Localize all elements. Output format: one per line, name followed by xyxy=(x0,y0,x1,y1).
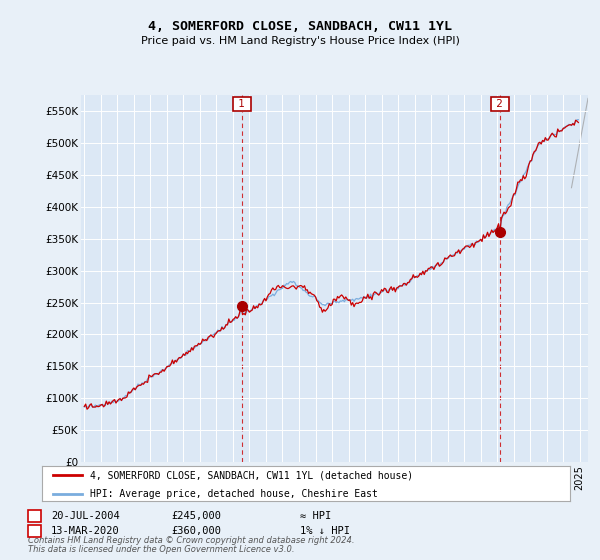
Text: 1: 1 xyxy=(235,99,248,109)
Text: Contains HM Land Registry data © Crown copyright and database right 2024.: Contains HM Land Registry data © Crown c… xyxy=(28,536,355,545)
Text: 13-MAR-2020: 13-MAR-2020 xyxy=(51,526,120,536)
Text: £360,000: £360,000 xyxy=(171,526,221,536)
Text: 4, SOMERFORD CLOSE, SANDBACH, CW11 1YL: 4, SOMERFORD CLOSE, SANDBACH, CW11 1YL xyxy=(148,20,452,32)
Text: £245,000: £245,000 xyxy=(171,511,221,521)
Text: 1: 1 xyxy=(31,511,38,521)
Text: This data is licensed under the Open Government Licence v3.0.: This data is licensed under the Open Gov… xyxy=(28,545,295,554)
Text: 4, SOMERFORD CLOSE, SANDBACH, CW11 1YL (detached house): 4, SOMERFORD CLOSE, SANDBACH, CW11 1YL (… xyxy=(89,470,413,480)
Text: 2: 2 xyxy=(493,99,506,109)
Text: ≈ HPI: ≈ HPI xyxy=(300,511,331,521)
Text: 2: 2 xyxy=(31,526,38,536)
Text: Price paid vs. HM Land Registry's House Price Index (HPI): Price paid vs. HM Land Registry's House … xyxy=(140,36,460,46)
Text: 1% ↓ HPI: 1% ↓ HPI xyxy=(300,526,350,536)
Text: 20-JUL-2004: 20-JUL-2004 xyxy=(51,511,120,521)
Text: HPI: Average price, detached house, Cheshire East: HPI: Average price, detached house, Ches… xyxy=(89,488,377,498)
